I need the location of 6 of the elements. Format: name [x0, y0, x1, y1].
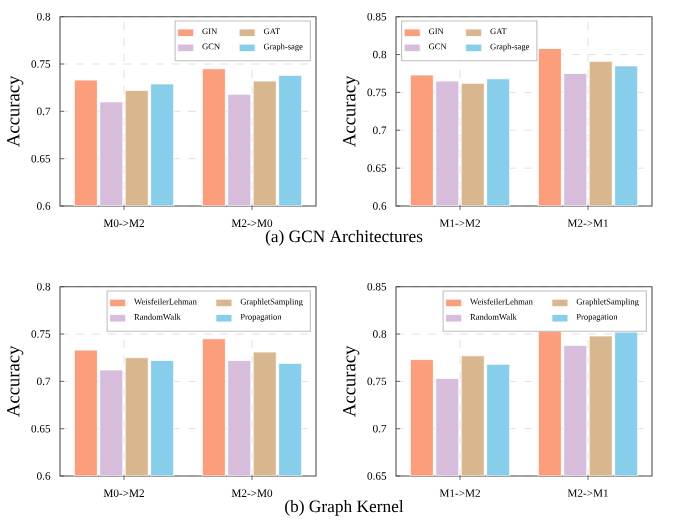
text: (b) Graph Kernel — [285, 500, 404, 516]
y-axis-title: Accuracy — [7, 75, 24, 147]
text: (a) GCN Architectures — [265, 230, 423, 246]
y-axis-title: Accuracy — [343, 75, 360, 147]
y-axis-title: Accuracy — [343, 345, 360, 417]
y-axis-title: Accuracy — [7, 345, 24, 417]
